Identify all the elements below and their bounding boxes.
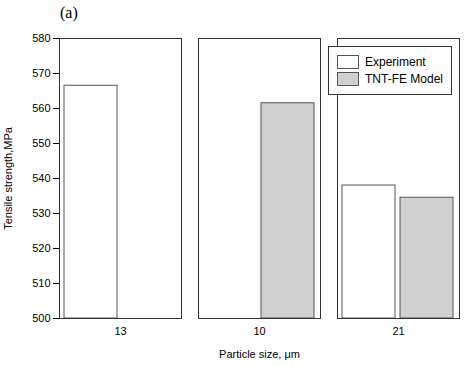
svg-text:570: 570 <box>32 67 50 79</box>
svg-text:540: 540 <box>32 172 50 184</box>
html-text:(a): (a) <box>60 4 78 21</box>
svg-text:Particle size, μm: Particle size, μm <box>219 348 300 360</box>
svg-text:Tensile strength,MPa: Tensile strength,MPa <box>2 126 14 230</box>
html-text:TNT-FE Model: TNT-FE Model <box>365 72 443 86</box>
svg-text:520: 520 <box>32 242 50 254</box>
svg-text:560: 560 <box>32 102 50 114</box>
svg-text:13: 13 <box>114 325 126 337</box>
svg-text:21: 21 <box>392 325 404 337</box>
svg-text:510: 510 <box>32 277 50 289</box>
svg-text:550: 550 <box>32 137 50 149</box>
svg-text:500: 500 <box>32 312 50 324</box>
svg-text:10: 10 <box>253 325 265 337</box>
html-text:Experiment: Experiment <box>365 55 426 69</box>
svg-text:530: 530 <box>32 207 50 219</box>
svg-text:580: 580 <box>32 32 50 44</box>
